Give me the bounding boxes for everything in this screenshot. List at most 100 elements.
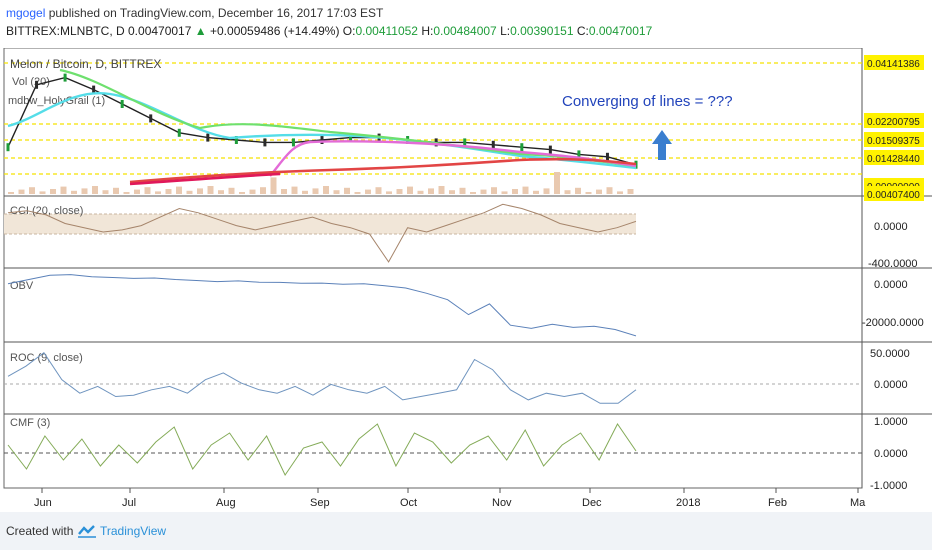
price-candle (349, 133, 353, 142)
x-axis-label: Aug (216, 497, 236, 509)
volume-bar (8, 192, 14, 194)
x-axis-label: Oct (400, 497, 417, 509)
roc-pane-title: ROC (9, close) (10, 352, 83, 364)
volume-bar (291, 186, 298, 194)
symbol-line: BITTREX:MLNBTC, D 0.00470017 (6, 24, 192, 38)
author-link[interactable]: mgogel (6, 6, 46, 20)
tradingview-brand-link[interactable]: TradingView (100, 524, 167, 538)
x-axis-label: Jun (34, 497, 52, 509)
volume-bar (228, 187, 235, 194)
volume-bar (323, 186, 329, 194)
volume-bar (239, 192, 245, 194)
ma-crimson-line (129, 172, 281, 186)
volume-bar (71, 190, 77, 194)
volume-bar (449, 190, 455, 194)
volume-bar (302, 190, 308, 194)
roc-axis-label-1: 0.0000 (874, 379, 908, 391)
publish-line: mgogel published on TradingView.com, Dec… (6, 6, 383, 20)
volume-bar (144, 187, 151, 194)
obv-series-line (7, 274, 637, 337)
volume-bar (312, 188, 319, 194)
close-label: C: (576, 24, 589, 38)
open-value: 0.00411052 (355, 24, 418, 38)
price-candle (206, 133, 210, 142)
volume-bar (501, 191, 508, 194)
high-label: H: (421, 24, 434, 38)
tradingview-logo-icon[interactable] (78, 524, 96, 543)
volume-bar (165, 189, 172, 194)
price-candle (234, 136, 238, 144)
volume-bar (459, 187, 466, 194)
volume-bar (543, 188, 550, 194)
change-value: +0.00059486 (+14.49%) (210, 24, 340, 38)
ma-magenta-line (269, 140, 637, 177)
price-label-box (864, 150, 924, 165)
price-candle (35, 80, 39, 89)
volume-bar (344, 187, 350, 194)
volume-bar (407, 186, 413, 194)
volume-bar (29, 187, 35, 194)
price-candle (149, 114, 153, 123)
chart-header: mgogel published on TradingView.com, Dec… (0, 0, 932, 48)
cci-axis-label-1: -400.0000 (868, 258, 918, 270)
close-value: 0.00470017 (588, 24, 653, 38)
price-label-box (864, 55, 924, 70)
cci-band (4, 214, 636, 234)
chart-area[interactable]: Melon / Bitcoin, D, BITTREX Vol (20) mdb… (0, 48, 932, 512)
annotation-text[interactable]: Converging of lines = ??? (562, 93, 733, 110)
annotation-arrow-icon[interactable] (652, 130, 672, 160)
cci-series-line (7, 203, 637, 263)
volume-bar (417, 190, 424, 194)
volume-bar (438, 186, 445, 194)
price-candle (605, 152, 609, 161)
price-candle (120, 100, 124, 108)
price-series-line (7, 76, 637, 166)
volume-bar (123, 192, 130, 194)
price-candle (92, 85, 96, 94)
x-axis-label: 2018 (676, 497, 700, 509)
volume-bar (18, 189, 25, 194)
cmf-axis-label-2: -1.0000 (870, 480, 907, 492)
volume-bar (617, 191, 623, 194)
roc-series-line (7, 351, 637, 404)
volume-bar (396, 189, 403, 194)
volume-bar (575, 187, 581, 194)
price-label-text: 0.04141386 (867, 59, 920, 70)
cci-axis-label-0: 0.0000 (874, 221, 908, 233)
volume-bar (333, 190, 340, 194)
volume-bar (554, 172, 560, 194)
price-candle (177, 128, 181, 137)
volume-bar (533, 190, 539, 194)
obv-axis-label-0: 0.0000 (874, 279, 908, 291)
volume-bar (155, 191, 161, 194)
change-arrow-icon: ▲ (194, 24, 207, 38)
ma-cyan-line (7, 92, 637, 170)
price-candle (291, 138, 295, 147)
price-candle (6, 143, 10, 152)
price-candle (634, 160, 638, 169)
volume-bar (354, 192, 361, 194)
price-pane: Melon / Bitcoin, D, BITTREX Vol (20) mdb… (8, 57, 733, 160)
volume-bar (50, 189, 56, 194)
volume-bar (176, 186, 182, 194)
price-candle (520, 143, 524, 152)
price-candle (320, 136, 324, 144)
volume-bar (134, 189, 140, 194)
volume-bar (470, 192, 476, 194)
x-axis-label: Ma (850, 497, 866, 509)
cmf-pane-title: CMF (3) (10, 417, 50, 429)
volume-bar (186, 190, 193, 194)
volume-bar (197, 188, 203, 194)
x-axis-label: Jul (122, 497, 136, 509)
x-axis-label: Feb (768, 497, 787, 509)
created-with-text: Created with (6, 524, 74, 538)
low-label: L: (500, 24, 511, 38)
price-candle (491, 140, 495, 149)
volume-bar (81, 188, 88, 194)
volume-bar (564, 190, 571, 194)
x-axis-label: Nov (492, 497, 512, 509)
price-label-text: 0.01428440 (867, 154, 920, 165)
footer: Created with TradingView (0, 512, 932, 550)
cmf-axis-label-0: 1.0000 (874, 416, 908, 428)
volume-bar (428, 188, 434, 194)
